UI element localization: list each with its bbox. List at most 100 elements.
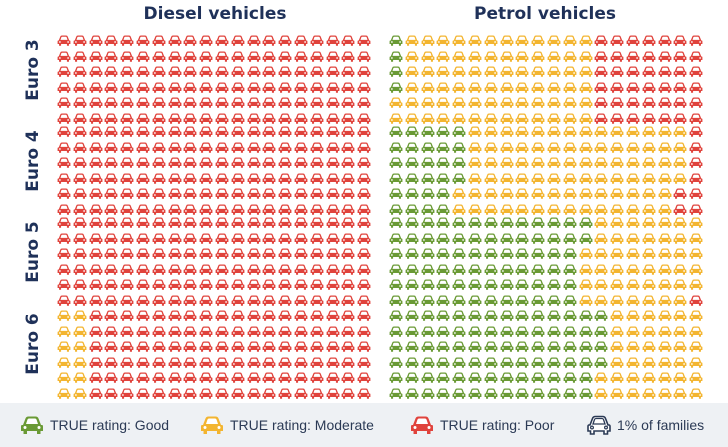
car-icon-moderate — [689, 357, 703, 368]
car-icon-moderate — [626, 295, 640, 306]
car-icon-moderate — [594, 279, 608, 291]
car-icon-poor — [231, 326, 245, 337]
car-icon-moderate — [563, 82, 577, 93]
car-icon-poor — [247, 357, 261, 368]
car-icon-moderate — [563, 51, 577, 62]
car-icon-good — [531, 217, 545, 228]
car-icon-poor — [183, 113, 197, 124]
car-icon-moderate — [689, 341, 703, 352]
car-icon-poor — [152, 326, 166, 337]
car-icon-poor — [278, 310, 292, 321]
car-icon-poor — [89, 372, 103, 384]
car-icon-good — [452, 142, 466, 153]
car-icon-good — [405, 233, 419, 244]
car-icon-poor — [626, 113, 640, 124]
car-icon-moderate — [484, 66, 498, 77]
car-icon-poor — [278, 51, 292, 62]
car-icon-poor — [183, 279, 197, 291]
car-icon-poor — [310, 217, 324, 228]
car-icon-poor — [136, 279, 150, 291]
car-icon-poor — [231, 357, 245, 368]
car-icon-moderate — [610, 188, 624, 200]
car-icon-poor — [168, 82, 182, 93]
car-icon-moderate — [626, 248, 640, 259]
car-icon-poor — [247, 173, 261, 184]
car-icon-moderate — [594, 233, 608, 244]
car-icon-good — [579, 357, 593, 368]
car-icon-poor — [136, 66, 150, 77]
car-outline-icon — [587, 415, 611, 435]
car-icon-good — [421, 264, 435, 275]
car-icon-moderate — [421, 97, 435, 109]
car-icon-moderate — [610, 157, 624, 168]
car-icon-poor — [262, 35, 276, 46]
car-icon-poor — [183, 341, 197, 352]
car-icon-moderate — [563, 113, 577, 124]
car-icon-poor — [357, 372, 371, 384]
car-icon-poor — [658, 35, 672, 46]
car-icon-good — [436, 248, 450, 259]
car-icon-poor — [168, 372, 182, 384]
car-icon-moderate — [673, 264, 687, 275]
car-icon-moderate — [73, 341, 87, 352]
car-icon-poor — [262, 217, 276, 228]
car-icon-poor — [231, 126, 245, 137]
car-icon-poor — [326, 217, 340, 228]
car-icon-poor — [152, 357, 166, 368]
car-icon-poor — [120, 217, 134, 228]
car-icon-poor — [326, 51, 340, 62]
car-icon-good — [452, 310, 466, 321]
car-icon-poor — [262, 204, 276, 215]
car-icon-moderate — [673, 142, 687, 153]
car-icon-moderate — [484, 97, 498, 109]
car-icon-moderate — [484, 142, 498, 153]
car-icon-poor — [215, 126, 229, 137]
car-icon-moderate — [500, 126, 514, 137]
car-icon-poor — [231, 279, 245, 291]
car-icon-poor — [357, 188, 371, 200]
car-icon-poor — [610, 51, 624, 62]
car-icon-poor — [168, 66, 182, 77]
car-icon-moderate — [531, 173, 545, 184]
car-icon-poor — [136, 310, 150, 321]
car-icon-poor — [310, 173, 324, 184]
car-icon — [21, 416, 43, 434]
car-icon-good — [547, 295, 561, 306]
car-icon-poor — [215, 217, 229, 228]
car-icon-poor — [168, 173, 182, 184]
car-icon-poor — [136, 126, 150, 137]
car-icon-poor — [326, 357, 340, 368]
car-icon-poor — [152, 51, 166, 62]
car-icon-moderate — [610, 357, 624, 368]
car-icon-moderate — [57, 357, 71, 368]
car-icon-moderate — [389, 113, 403, 124]
car-icon-moderate — [436, 113, 450, 124]
car-icon-poor — [247, 279, 261, 291]
car-icon-moderate — [531, 126, 545, 137]
car-icon-moderate — [594, 157, 608, 168]
car-icon-moderate — [531, 204, 545, 215]
car-icon-poor — [610, 113, 624, 124]
car-icon-moderate — [452, 188, 466, 200]
car-icon-poor — [104, 248, 118, 259]
car-icon-poor — [168, 341, 182, 352]
car-icon-poor — [215, 341, 229, 352]
car-icon-poor — [231, 233, 245, 244]
car-icon-poor — [120, 113, 134, 124]
car-icon-poor — [215, 326, 229, 337]
car-icon-poor — [247, 217, 261, 228]
column-title-petrol: Petrol vehicles — [473, 4, 617, 24]
car-icon-poor — [294, 35, 308, 46]
car-icon-moderate — [515, 157, 529, 168]
legend: TRUE rating: Good TRUE rating: Moderate … — [0, 403, 728, 447]
car-icon-poor — [247, 388, 261, 399]
car-icon-poor — [199, 51, 213, 62]
car-icon-moderate — [594, 264, 608, 275]
car-icon-poor — [642, 97, 656, 109]
car-icon-moderate — [436, 82, 450, 93]
car-icon-poor — [89, 295, 103, 306]
car-icon-poor — [215, 142, 229, 153]
car-icon-good — [421, 188, 435, 200]
car-icon-poor — [183, 295, 197, 306]
car-icon-moderate — [500, 51, 514, 62]
